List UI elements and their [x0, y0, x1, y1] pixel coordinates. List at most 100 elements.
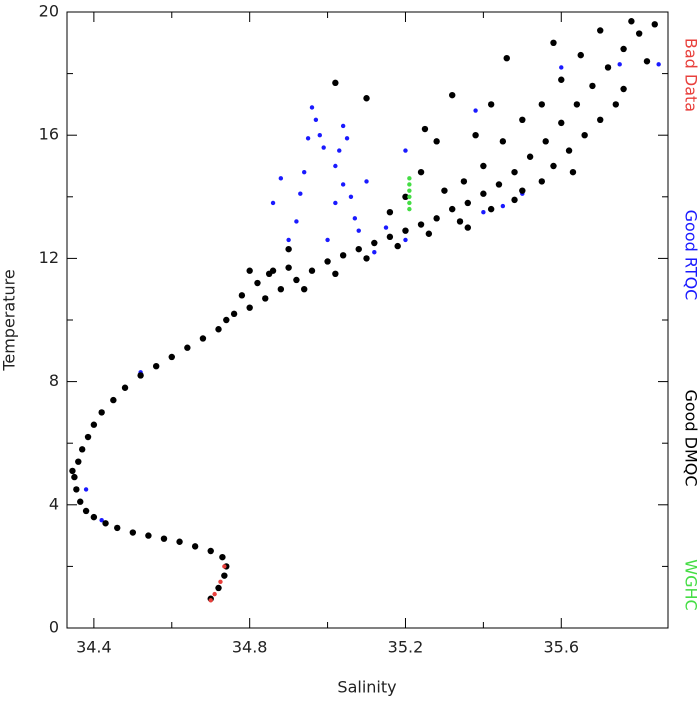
data-point	[581, 132, 587, 138]
data-point	[644, 58, 650, 64]
data-point	[349, 195, 353, 199]
data-point	[402, 227, 408, 233]
data-point	[122, 385, 128, 391]
data-point	[363, 95, 369, 101]
data-point	[519, 187, 525, 193]
data-point	[356, 246, 362, 252]
data-point	[332, 80, 338, 86]
data-point	[215, 326, 221, 332]
data-point	[527, 154, 533, 160]
data-point	[418, 221, 424, 227]
data-point	[314, 118, 318, 122]
data-point	[223, 317, 229, 323]
y-tick-label: 12	[39, 248, 59, 267]
data-point	[345, 136, 349, 140]
data-point	[618, 62, 622, 66]
data-point	[246, 304, 252, 310]
data-point	[387, 234, 393, 240]
data-point	[278, 286, 284, 292]
data-point	[605, 64, 611, 70]
data-point	[407, 207, 411, 211]
data-point	[559, 65, 563, 69]
data-point	[407, 188, 411, 192]
data-point	[480, 191, 486, 197]
data-point	[321, 145, 325, 149]
data-point	[130, 529, 136, 535]
data-point	[215, 585, 221, 591]
y-tick-label: 8	[49, 371, 59, 390]
data-point	[318, 133, 322, 137]
data-point	[102, 520, 108, 526]
data-point	[407, 182, 411, 186]
data-point	[566, 147, 572, 153]
data-point	[636, 30, 642, 36]
data-point	[293, 277, 299, 283]
data-point	[496, 181, 502, 187]
data-point	[84, 487, 88, 491]
data-point	[407, 195, 411, 199]
data-point	[306, 136, 310, 140]
legend-entry: Bad Data	[682, 38, 700, 112]
data-point	[418, 169, 424, 175]
data-point	[246, 268, 252, 274]
data-point	[222, 564, 226, 568]
x-tick-label: 34.4	[76, 638, 112, 657]
data-point	[570, 169, 576, 175]
y-tick-label: 4	[49, 494, 59, 513]
data-point	[574, 101, 580, 107]
data-point	[353, 216, 357, 220]
data-point	[271, 201, 275, 205]
data-point	[449, 92, 455, 98]
data-point	[403, 238, 407, 242]
data-point	[279, 176, 283, 180]
data-point	[597, 27, 603, 33]
data-point	[511, 197, 517, 203]
data-point	[558, 120, 564, 126]
data-point	[500, 138, 506, 144]
data-point	[550, 163, 556, 169]
legend-entry: Good RTQC	[682, 210, 700, 301]
data-point	[501, 204, 505, 208]
x-tick-label: 34.8	[232, 638, 268, 657]
data-point	[286, 238, 290, 242]
data-point	[83, 508, 89, 514]
data-point	[110, 397, 116, 403]
data-point	[337, 148, 341, 152]
data-point	[145, 532, 151, 538]
data-point	[254, 280, 260, 286]
data-point	[340, 252, 346, 258]
data-point	[310, 105, 314, 109]
data-point	[285, 264, 291, 270]
data-point	[333, 164, 337, 168]
data-point	[441, 187, 447, 193]
data-point	[91, 514, 97, 520]
data-point	[407, 201, 411, 205]
data-point	[387, 209, 393, 215]
data-point	[231, 311, 237, 317]
data-point	[73, 486, 79, 492]
data-point	[161, 535, 167, 541]
data-point	[309, 268, 315, 274]
data-point	[613, 101, 619, 107]
data-point	[218, 580, 222, 584]
data-point	[488, 101, 494, 107]
data-point	[85, 434, 91, 440]
data-point	[403, 148, 407, 152]
data-point	[371, 240, 377, 246]
data-point	[262, 295, 268, 301]
data-point	[341, 182, 345, 186]
data-point	[91, 422, 97, 428]
data-point	[79, 446, 85, 452]
data-point	[325, 238, 329, 242]
data-point	[449, 206, 455, 212]
data-point	[239, 292, 245, 298]
data-point	[481, 210, 485, 214]
y-axis-label: Temperature	[0, 269, 19, 371]
data-point	[71, 474, 77, 480]
data-point	[384, 225, 388, 229]
data-point	[324, 258, 330, 264]
data-point	[394, 243, 400, 249]
data-point	[332, 271, 338, 277]
data-point	[473, 108, 477, 112]
data-point	[461, 178, 467, 184]
